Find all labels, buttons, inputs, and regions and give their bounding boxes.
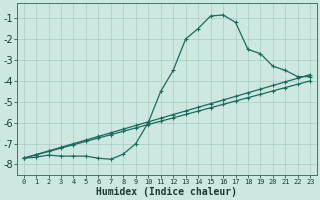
X-axis label: Humidex (Indice chaleur): Humidex (Indice chaleur) [96,186,237,197]
